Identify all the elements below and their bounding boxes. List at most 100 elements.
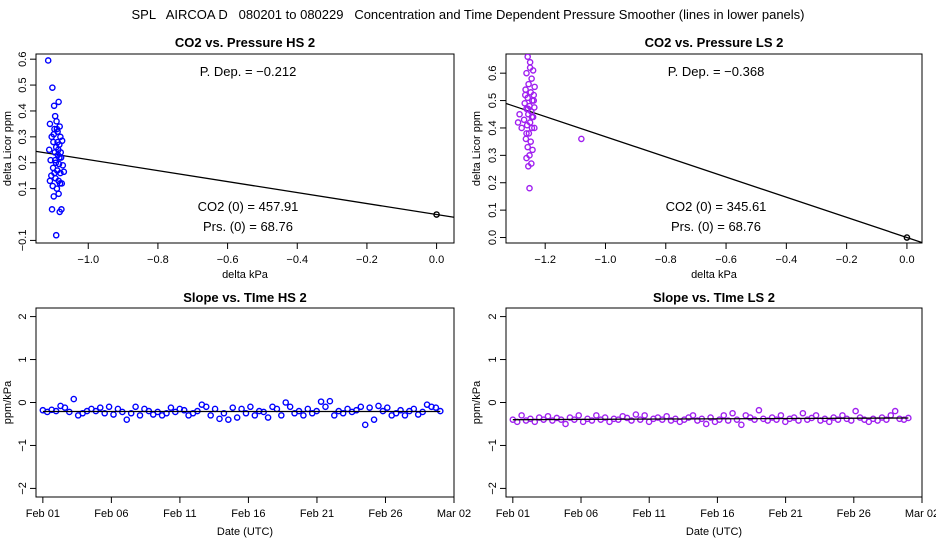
hs-slope-data-point: [397, 406, 404, 414]
ls-slope-data-point: [852, 407, 859, 415]
ls-pressure-data-point: [527, 138, 535, 145]
hs-pressure-xtick-label: −1.0: [77, 254, 99, 266]
ls-pressure-annotation-prs-0: Prs. (0) = 68.76: [671, 219, 761, 234]
hs-slope-data-point: [127, 409, 135, 417]
ls-slope-xtick-label: Feb 21: [768, 508, 802, 520]
ls-slope-data-point: [790, 414, 798, 421]
hs-pressure-plot-frame: [35, 53, 455, 244]
hs-pressure-ytick-label: 0.4: [17, 103, 29, 118]
hs-slope-data-point: [61, 404, 69, 411]
hs-pressure-fit-line: [36, 150, 454, 218]
hs-pressure-data-point: [51, 112, 59, 120]
ls-slope-data-layer: [509, 406, 912, 429]
hs-slope-data-point: [300, 412, 307, 419]
hs-slope-data-point: [273, 405, 281, 413]
ls-pressure-data-point: [530, 97, 538, 104]
hs-pressure-data-point: [53, 185, 61, 192]
ls-pressure-fit-line: [506, 102, 922, 243]
ls-slope-data-point: [865, 418, 873, 426]
hs-slope-data-point: [357, 403, 365, 411]
hs-pressure-data-point: [59, 162, 67, 169]
ls-slope-data-point: [588, 417, 596, 424]
ls-pressure-xtick-label: −0.6: [715, 254, 737, 266]
ls-pressure-data-point: [523, 154, 530, 162]
ls-slope-ylabel: ppm/kPa: [471, 380, 483, 424]
ls-pressure-xlabel: delta kPa: [691, 269, 738, 281]
hs-slope-data-point: [278, 412, 285, 419]
page-title: SPL AIRCOA D 080201 to 080229 Concentrat…: [131, 7, 804, 22]
hs-pressure-xlabel: delta kPa: [222, 269, 269, 281]
ls-slope-data-point: [825, 418, 833, 426]
hs-pressure-data-point: [49, 84, 56, 91]
hs-slope-ylabel: ppm/kPa: [2, 380, 14, 424]
ls-pressure-xtick-label: −1.0: [595, 254, 617, 266]
hs-slope-panel: Slope vs. TIme HS 2 Feb 01 Feb 06 Feb 11 Feb…: [2, 290, 471, 538]
ls-slope-xtick-label: Mar 02: [905, 508, 936, 520]
hs-slope-data-point: [370, 416, 378, 423]
hs-slope-data-point: [375, 402, 382, 410]
ls-pressure-data-point: [526, 184, 533, 192]
hs-slope-ytick-label: 1: [17, 356, 29, 362]
ls-pressure-xtick-label: −0.4: [775, 254, 797, 266]
hs-slope-xtick-label: Feb 16: [231, 508, 265, 520]
ls-pressure-data-point: [516, 110, 523, 118]
ls-slope-ytick-label: −2: [487, 482, 499, 495]
hs-slope-data-point: [136, 412, 144, 419]
ls-slope-data-point: [601, 414, 609, 421]
hs-slope-ytick-label: 2: [17, 314, 29, 320]
ls-slope-data-point: [782, 418, 789, 426]
hs-pressure-data-point: [50, 193, 58, 200]
ls-pressure-xtick-label: 0.0: [899, 254, 914, 266]
ls-pressure-data-point: [531, 124, 538, 132]
hs-slope-data-point: [229, 404, 237, 411]
hs-pressure-data-point: [56, 123, 63, 130]
hs-pressure-panel: CO2 vs. Pressure HS 2 −1.0 −0.8 −0.6 −0.4 −0.…: [2, 35, 455, 281]
hs-slope-data-point: [339, 409, 347, 417]
hs-slope-data-point: [225, 416, 232, 423]
ls-pressure-data-point: [525, 80, 532, 88]
hs-slope-data-point: [353, 406, 360, 414]
ls-slope-data-point: [518, 412, 525, 419]
hs-pressure-data-point: [55, 98, 62, 106]
hs-pressure-data-point: [51, 169, 58, 177]
ls-slope-data-point: [527, 415, 534, 423]
ls-pressure-data-point: [518, 124, 525, 132]
hs-slope-data-point: [432, 404, 440, 411]
hs-slope-xtick-label: Mar 02: [437, 508, 471, 520]
ls-pressure-data-point: [520, 116, 528, 124]
hs-slope-data-point: [110, 411, 117, 418]
hs-slope-data-point: [216, 415, 223, 423]
hs-pressure-annotation-prs-0: Prs. (0) = 68.76: [203, 219, 293, 234]
hs-slope-xtick-label: Feb 01: [26, 508, 60, 520]
hs-slope-data-point: [322, 403, 329, 411]
ls-slope-xtick-label: Feb 26: [837, 508, 871, 520]
hs-pressure-ytick-label: 0.1: [17, 181, 29, 196]
ls-pressure-data-point: [528, 124, 536, 132]
hs-slope-data-point: [132, 403, 139, 411]
hs-pressure-data-point: [44, 57, 52, 64]
ls-slope-data-point: [632, 411, 640, 418]
ls-slope-smooth-line: [512, 417, 909, 421]
hs-slope-data-point: [202, 403, 210, 411]
hs-slope-data-point: [207, 412, 214, 419]
hs-pressure-annotation-co2-0: CO2 (0) = 457.91: [198, 199, 299, 214]
ls-pressure-ytick-label: 0.3: [487, 148, 499, 163]
ls-slope-data-point: [724, 417, 732, 424]
ls-slope-data-point: [729, 409, 736, 417]
hs-slope-data-point: [105, 403, 113, 411]
ls-pressure-data-point: [526, 58, 534, 66]
ls-slope-ytick-label: −1: [487, 439, 499, 452]
hs-pressure-xtick-label: −0.2: [356, 254, 378, 266]
hs-slope-data-point: [167, 404, 175, 411]
ls-pressure-data-point: [523, 69, 530, 77]
hs-pressure-ytick-label: 0.6: [17, 52, 29, 67]
ls-slope-data-point: [812, 412, 820, 419]
ls-slope-data-point: [777, 412, 785, 419]
ls-pressure-ytick-label: 0.6: [487, 66, 499, 81]
hs-slope-data-point: [211, 405, 219, 413]
hs-slope-ytick-label: 0: [17, 399, 29, 405]
hs-pressure-data-point: [55, 160, 63, 168]
hs-pressure-data-point: [60, 168, 68, 176]
ls-slope-data-point: [738, 421, 745, 429]
